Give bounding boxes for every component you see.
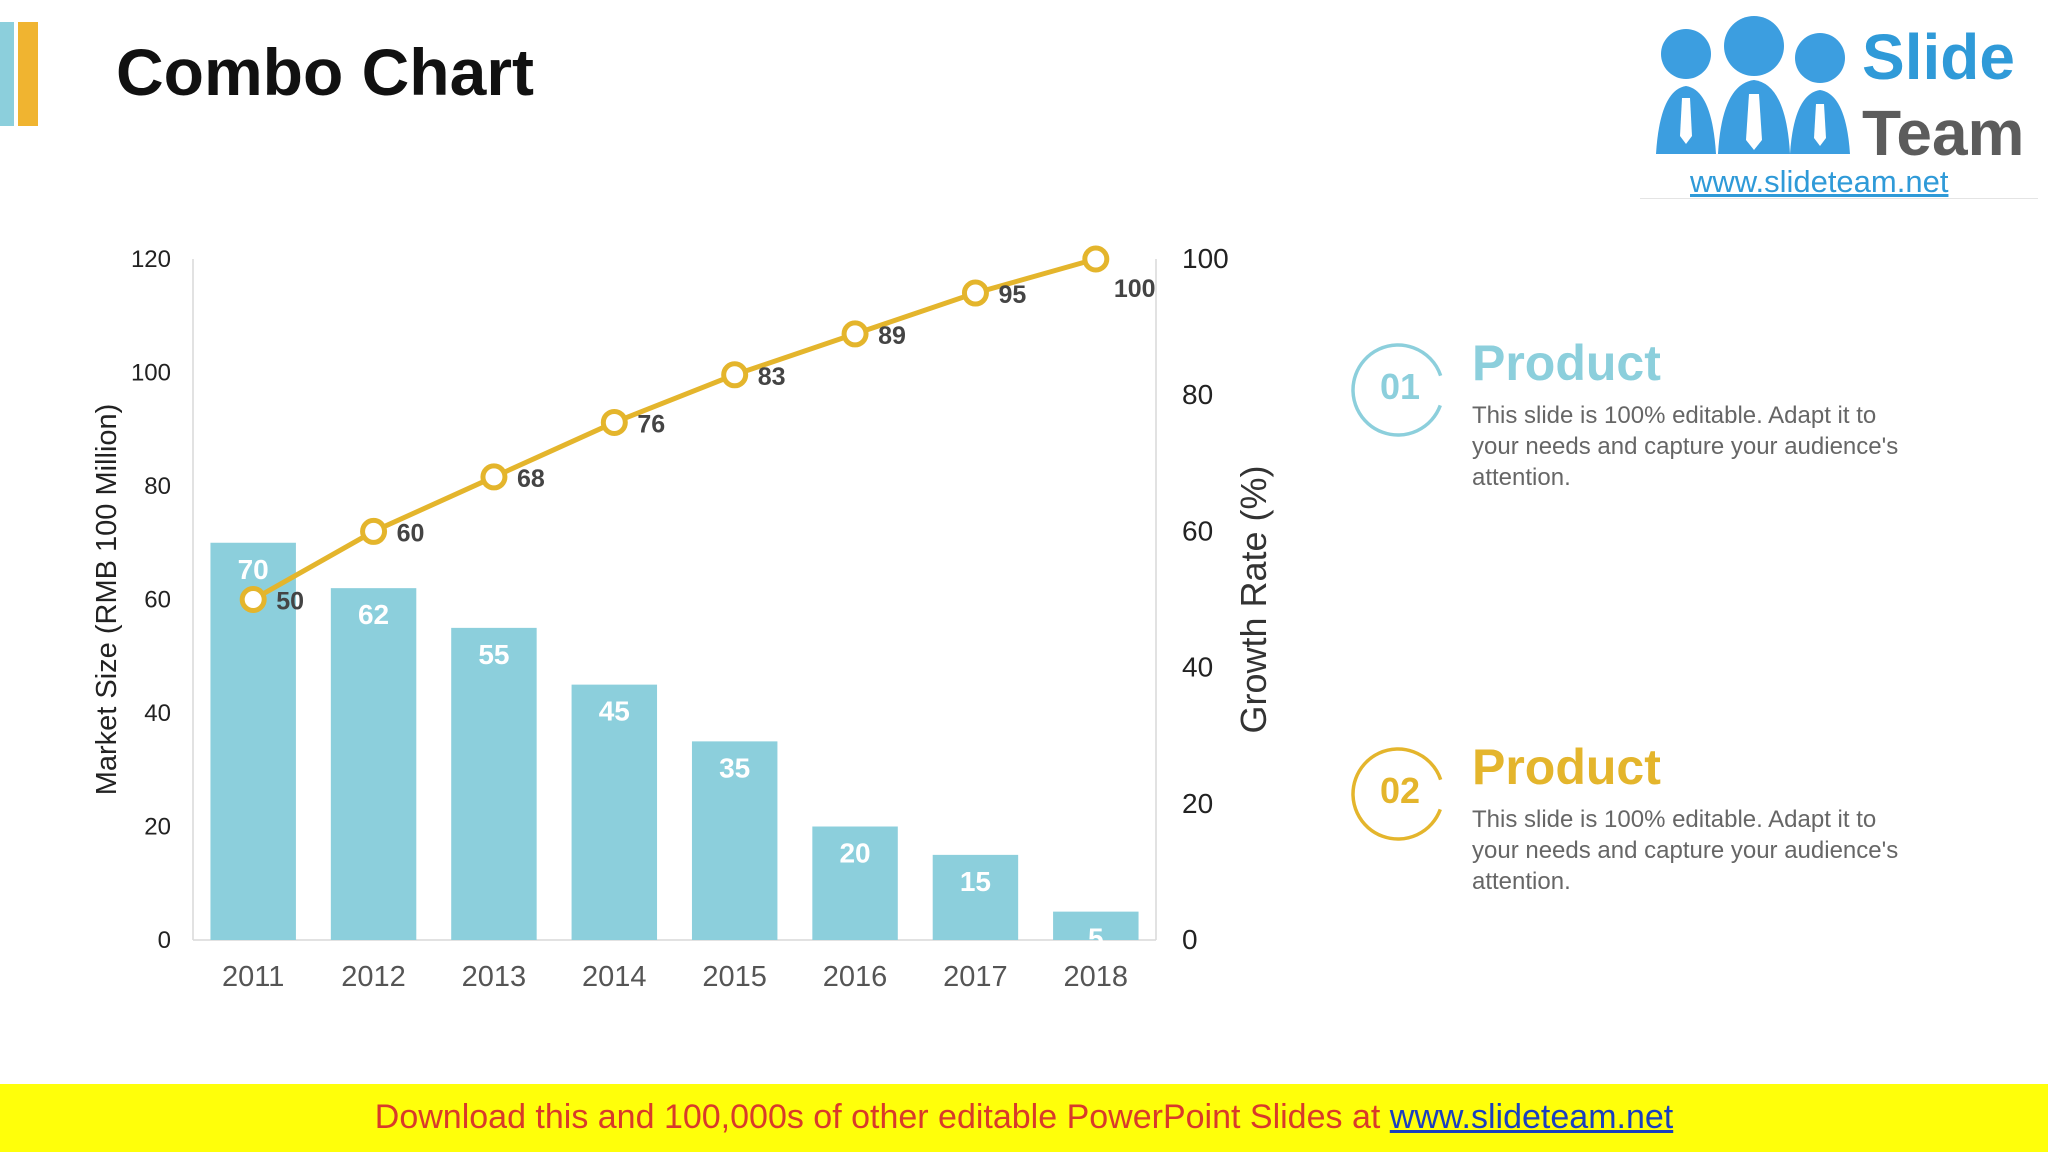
x-tick-label: 2017 (943, 961, 1008, 993)
growth-point (360, 517, 388, 545)
growth-point (600, 408, 628, 436)
x-tick-label: 2018 (1064, 961, 1129, 993)
logo-word-team: Team (1862, 97, 2025, 169)
left-tick-label: 0 (158, 927, 171, 954)
bar (330, 588, 417, 940)
people-icon (1656, 16, 1850, 154)
x-tick-label: 2012 (341, 961, 406, 993)
growth-point (480, 463, 508, 491)
combo-chart: 0 20 40 60 80 100 120 0 20 40 60 80 100 Market Size (… (91, 243, 1274, 993)
right-axis-title: Growth Rate (%) (1233, 465, 1274, 733)
growth-rate-line (251, 256, 1097, 602)
banner-text: Download this and 100,000s of other edit… (0, 1098, 2048, 1137)
item-text: This slide is 100% editable. Adapt it to… (1472, 806, 1899, 895)
logo-url[interactable]: www.slideteam.net (1690, 164, 1949, 199)
slideteam-logo: Slide Team www.slideteam.net (1640, 8, 2038, 199)
growth-value-label: 95 (998, 281, 1026, 309)
growth-point (239, 586, 267, 613)
bar-value-label: 15 (960, 866, 991, 897)
growth-point (841, 320, 869, 348)
number-ring (1351, 747, 1445, 841)
left-tick-label: 20 (144, 814, 171, 841)
download-banner: Download this and 100,000s of other edit… (0, 1084, 2048, 1152)
bar (691, 741, 778, 940)
page-title: Combo Chart (116, 35, 534, 109)
growth-point (961, 279, 989, 307)
item-text: This slide is 100% editable. Adapt it to… (1472, 402, 1899, 491)
growth-value-label: 50 (276, 588, 304, 616)
bar-value-label: 62 (358, 599, 389, 630)
bar (1053, 911, 1139, 940)
growth-value-label: 83 (758, 363, 786, 391)
right-tick-label: 100 (1182, 243, 1229, 274)
right-tick-label: 20 (1182, 788, 1213, 819)
left-tick-label: 80 (144, 473, 171, 500)
bar-value-label: 35 (719, 752, 750, 783)
left-tick-label: 100 (131, 360, 171, 387)
left-tick-label: 40 (144, 700, 171, 727)
x-tick-label: 2016 (823, 961, 888, 993)
accent-bar-blue (0, 22, 14, 126)
bar-value-label: 55 (478, 639, 509, 670)
banner-message: Download this and 100,000s of other edit… (374, 1098, 1390, 1136)
right-tick-label: 60 (1182, 515, 1213, 546)
right-tick-label: 80 (1182, 379, 1213, 410)
left-tick-label: 60 (144, 587, 171, 614)
x-tick-label: 2013 (462, 961, 527, 993)
item-number: 02 (1379, 770, 1421, 811)
growth-value-label: 100 (1114, 275, 1156, 303)
logo-word-slide: Slide (1862, 21, 2015, 93)
growth-point (1082, 245, 1110, 273)
accent-bar-yellow (18, 22, 38, 126)
x-tick-label: 2011 (222, 961, 284, 993)
right-tick-label: 0 (1182, 924, 1198, 955)
banner-link[interactable]: www.slideteam.net (1389, 1098, 1674, 1136)
bar (571, 684, 658, 940)
item-title: Product (1472, 335, 1661, 391)
bar (812, 826, 898, 940)
bar (932, 854, 1019, 940)
bar-value-label: 5 (1088, 923, 1104, 954)
bar (451, 627, 537, 940)
bar-value-label: 20 (839, 838, 870, 869)
x-tick-label: 2014 (582, 961, 647, 993)
right-tick-label: 40 (1182, 652, 1213, 683)
item-number: 01 (1379, 366, 1421, 407)
title-accent-bar (0, 22, 38, 126)
left-tick-label: 120 (131, 246, 171, 273)
growth-value-label: 60 (397, 519, 425, 547)
number-ring (1351, 343, 1445, 437)
item-title: Product (1472, 739, 1661, 795)
left-axis-title: Market Size (RMB 100 Million) (91, 404, 123, 796)
growth-point (721, 361, 749, 389)
growth-value-label: 89 (878, 322, 906, 350)
x-tick-label: 2015 (702, 961, 767, 993)
growth-value-label: 76 (637, 410, 665, 438)
bar-value-label: 45 (599, 696, 630, 727)
bar-value-label: 70 (238, 554, 269, 585)
growth-value-label: 68 (517, 465, 545, 493)
